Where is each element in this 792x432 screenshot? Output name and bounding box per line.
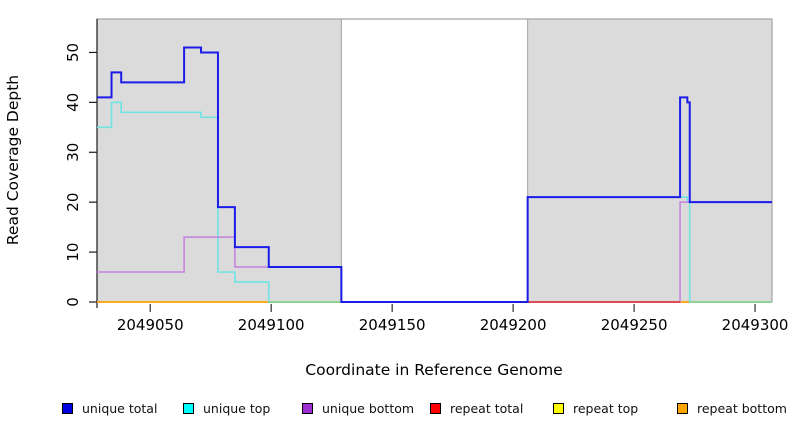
chart-generated-content: 2049050 2049100 2049150 2049200 2049250 20493… (64, 18, 789, 334)
legend-swatch (62, 402, 73, 414)
y-axis-title: Read Coverage Depth (4, 75, 22, 245)
legend-item-repeat-top: repeat top (553, 399, 638, 417)
legend-label: unique top (203, 400, 271, 416)
legend-label: repeat bottom (697, 400, 787, 416)
x-axis-title: Coordinate in Reference Genome (305, 361, 562, 379)
shaded-region (96, 18, 342, 303)
legend-item-repeat-total: repeat total (430, 399, 523, 417)
y-tick-label: 20 (64, 193, 82, 212)
x-tick-label: 2049250 (601, 316, 668, 334)
y-tick-label: 30 (64, 143, 82, 162)
y-tick-label: 10 (64, 243, 82, 262)
legend-item-unique-top: unique top (183, 399, 270, 417)
legend-item-unique-total: unique total (62, 399, 157, 417)
legend-swatch (430, 402, 441, 414)
legend-swatch (553, 402, 564, 414)
legend-label: repeat total (450, 400, 524, 416)
legend-item-unique-bottom: unique bottom (302, 399, 414, 417)
coverage-chart: 2049050 2049100 2049150 2049200 2049250 20493… (4, 18, 789, 379)
legend-swatch (302, 402, 313, 414)
x-tick-label: 2049200 (480, 316, 547, 334)
legend-swatch (183, 402, 194, 414)
y-tick-label: 40 (64, 93, 82, 112)
chart-legend: unique total unique top unique bottom repea… (0, 399, 792, 419)
shaded-region (527, 18, 773, 303)
legend-item-repeat-bottom: repeat bottom (677, 399, 787, 417)
series-line-unique-total (97, 46, 772, 303)
x-tick-label: 2049050 (117, 316, 184, 334)
x-tick-label: 2049100 (238, 316, 305, 334)
x-tick-label: 2049150 (359, 316, 426, 334)
series-line-unique-top (97, 101, 772, 303)
y-tick-label: 50 (64, 43, 82, 62)
legend-swatch (677, 402, 688, 414)
legend-label: unique bottom (322, 400, 415, 416)
y-tick-label: 0 (64, 297, 82, 307)
legend-label: repeat top (573, 400, 639, 416)
legend-label: unique total (82, 400, 158, 416)
x-tick-label: 2049300 (722, 316, 789, 334)
